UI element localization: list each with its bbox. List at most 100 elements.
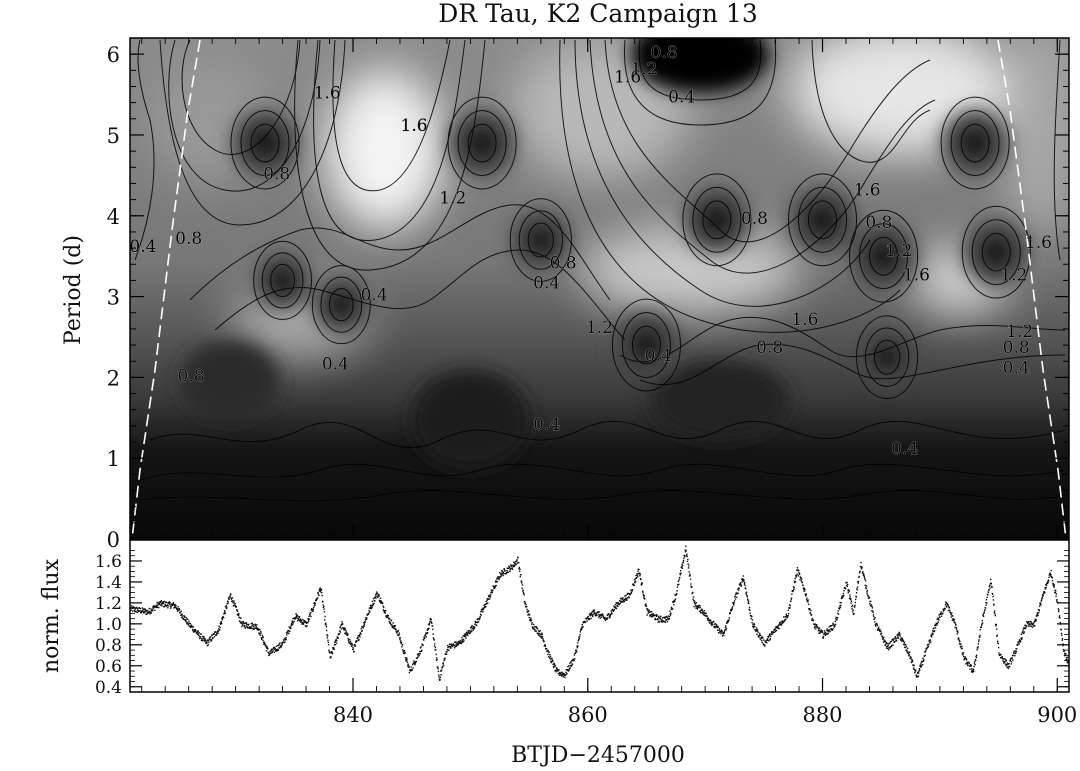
flux-point bbox=[312, 609, 314, 612]
flux-point bbox=[272, 648, 274, 650]
flux-point bbox=[499, 576, 502, 578]
flux-point bbox=[246, 626, 248, 628]
flux-point bbox=[665, 615, 668, 618]
peak-contour-ring bbox=[864, 327, 910, 387]
flux-point bbox=[220, 622, 223, 625]
flux-point bbox=[364, 619, 367, 621]
flux-point bbox=[591, 611, 594, 613]
flux-point bbox=[606, 617, 609, 619]
flux-point bbox=[650, 616, 653, 618]
flux-point bbox=[900, 637, 902, 639]
flux-point bbox=[1065, 653, 1067, 655]
flux-point bbox=[577, 638, 580, 641]
flux-point bbox=[460, 642, 463, 645]
flux-point bbox=[1002, 658, 1005, 660]
flux-point bbox=[593, 609, 596, 612]
flux-point bbox=[924, 654, 926, 657]
flux-point bbox=[225, 605, 227, 607]
flux-point bbox=[573, 658, 575, 661]
flux-point bbox=[798, 572, 800, 574]
flux-point bbox=[960, 643, 962, 645]
flux-point bbox=[731, 608, 733, 610]
flux-point bbox=[1051, 576, 1053, 578]
flux-point bbox=[267, 651, 270, 654]
flux-point bbox=[1023, 626, 1025, 629]
flux-point bbox=[688, 571, 690, 573]
power-peak-core bbox=[870, 340, 904, 374]
flux-point bbox=[172, 603, 175, 606]
flux-point bbox=[855, 595, 857, 598]
flux-point bbox=[310, 615, 312, 618]
flux-point bbox=[275, 648, 277, 650]
flux-point bbox=[676, 590, 678, 592]
flux-point bbox=[168, 602, 170, 604]
flux-tick-label: 1.4 bbox=[95, 573, 122, 593]
flux-point bbox=[720, 632, 722, 635]
flux-point bbox=[503, 569, 506, 571]
flux-point bbox=[330, 655, 332, 658]
flux-point bbox=[1053, 585, 1055, 588]
flux-point bbox=[590, 617, 592, 620]
flux-point bbox=[550, 660, 552, 662]
flux-point bbox=[229, 596, 231, 598]
flux-point bbox=[438, 676, 440, 678]
flux-point bbox=[520, 573, 522, 576]
flux-point bbox=[678, 579, 680, 581]
flux-point bbox=[908, 653, 911, 656]
flux-point bbox=[978, 640, 980, 643]
flux-point bbox=[747, 599, 749, 601]
flux-point bbox=[156, 602, 158, 604]
peak-contour-ring bbox=[961, 205, 1031, 299]
flux-point bbox=[1021, 632, 1024, 634]
flux-point bbox=[601, 613, 604, 615]
flux-point bbox=[335, 639, 337, 641]
flux-point bbox=[525, 604, 527, 606]
flux-point bbox=[398, 632, 400, 634]
flux-point bbox=[367, 613, 370, 615]
flux-point bbox=[1055, 590, 1057, 592]
flux-point bbox=[450, 644, 453, 646]
flux-point bbox=[136, 607, 138, 609]
flux-point bbox=[874, 621, 876, 623]
flux-point bbox=[839, 602, 841, 604]
flux-point bbox=[485, 606, 487, 608]
flux-point bbox=[333, 648, 335, 650]
flux-point bbox=[144, 608, 147, 610]
flux-point bbox=[392, 625, 395, 627]
flux-point bbox=[886, 647, 888, 649]
flux-point bbox=[168, 601, 171, 603]
flux-point bbox=[1013, 650, 1016, 652]
flux-point bbox=[324, 619, 326, 621]
flux-point bbox=[599, 617, 601, 620]
flux-point bbox=[152, 606, 154, 608]
flux-point bbox=[487, 598, 490, 600]
flux-point bbox=[184, 616, 186, 618]
flux-point bbox=[843, 589, 845, 592]
flux-point bbox=[914, 671, 916, 674]
flux-point bbox=[907, 652, 910, 655]
flux-point bbox=[1055, 600, 1058, 602]
flux-point bbox=[916, 672, 919, 674]
flux-point bbox=[325, 624, 327, 626]
flux-point bbox=[372, 597, 375, 600]
flux-point bbox=[1002, 660, 1004, 662]
flux-point bbox=[877, 629, 880, 631]
flux-point bbox=[982, 613, 984, 616]
flux-point bbox=[946, 606, 948, 608]
flux-point bbox=[656, 614, 658, 616]
flux-point bbox=[308, 618, 311, 620]
flux-point bbox=[864, 584, 866, 587]
flux-point bbox=[319, 591, 322, 593]
flux-point bbox=[571, 663, 574, 665]
flux-point bbox=[155, 606, 158, 609]
flux-point bbox=[668, 617, 670, 620]
flux-point bbox=[527, 610, 530, 613]
flux-point bbox=[460, 642, 462, 644]
flux-point bbox=[1026, 620, 1028, 623]
flux-point bbox=[400, 640, 402, 642]
period-tick-label: 1 bbox=[107, 447, 120, 471]
flux-point bbox=[542, 637, 544, 639]
flux-point bbox=[993, 603, 995, 605]
flux-point bbox=[562, 673, 564, 676]
flux-point bbox=[592, 615, 594, 618]
